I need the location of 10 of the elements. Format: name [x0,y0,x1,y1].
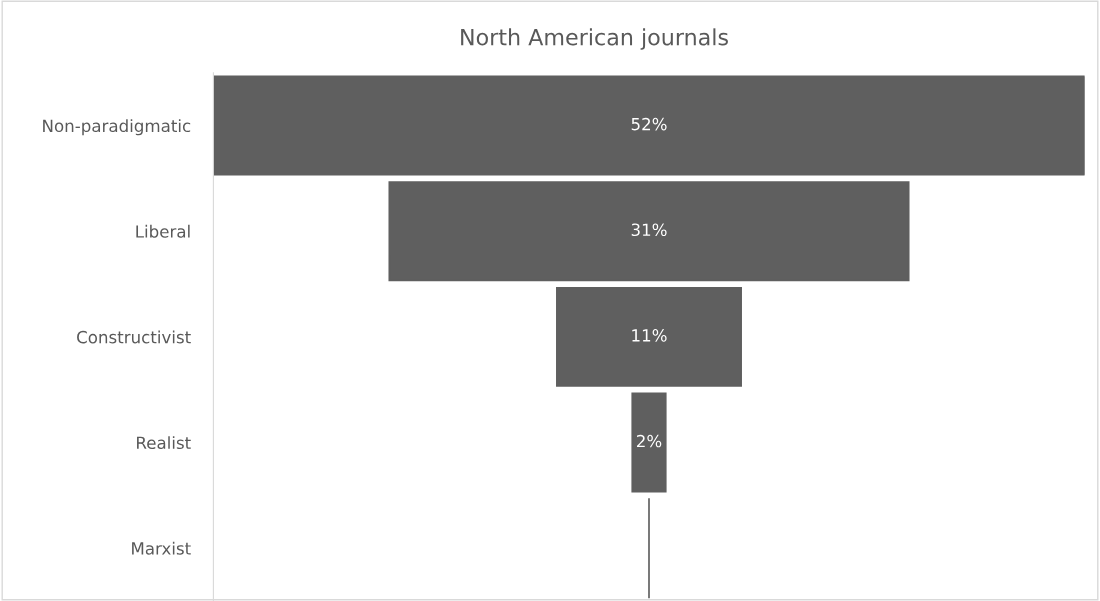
category-label: Liberal [136,224,190,238]
data-label: 11% [632,329,667,342]
text: North American journals [461,28,728,50]
category-label: Realist [137,436,191,450]
category-label: Marxist [132,541,191,555]
data-label: 52% [631,117,667,131]
category-label: Non-paradigmatic [43,119,191,136]
data-label: 2% [637,434,662,448]
category-label: Constructivist [77,330,191,344]
data-label: 31% [631,223,667,237]
